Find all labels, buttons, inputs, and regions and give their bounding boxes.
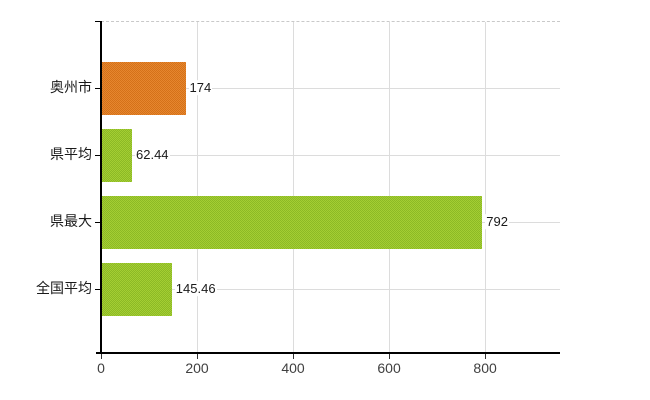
y-axis-tick [95, 88, 101, 89]
gridline-vertical [197, 22, 199, 353]
x-tick-label: 400 [281, 360, 305, 376]
x-tick-label: 200 [185, 360, 209, 376]
value-label: 62.44 [135, 147, 170, 163]
x-axis-line [96, 352, 560, 354]
value-label: 145.46 [174, 281, 217, 297]
x-axis-tick [293, 354, 295, 359]
y-axis-tick [95, 155, 101, 156]
y-axis-tick [95, 222, 101, 223]
gridline-vertical [293, 22, 295, 353]
value-label: 174 [188, 80, 213, 96]
y-axis-tick [95, 21, 101, 22]
x-tick-label: 600 [377, 360, 401, 376]
gridline-horizontal [101, 88, 560, 89]
y-axis-line [100, 21, 102, 353]
plot-top-border [101, 21, 560, 22]
chart-bar-2[interactable] [102, 128, 132, 182]
x-axis-tick [389, 354, 391, 359]
category-label: 奥州市 [50, 79, 92, 96]
category-label: 県最大 [50, 213, 92, 230]
gridline-vertical [485, 22, 487, 353]
value-label: 792 [485, 214, 509, 230]
x-axis-tick [485, 354, 487, 359]
chart-bar-3[interactable] [102, 195, 483, 249]
x-axis-tick [197, 354, 199, 359]
x-tick-label: 800 [473, 360, 497, 376]
y-axis-tick [95, 289, 101, 290]
gridline-vertical [389, 22, 391, 353]
gridline-horizontal [101, 289, 560, 290]
x-tick-label: 0 [97, 360, 105, 376]
x-axis-tick [101, 354, 102, 359]
category-label: 全国平均 [36, 280, 92, 297]
chart-bar-4[interactable] [102, 262, 172, 316]
category-label: 県平均 [50, 146, 92, 163]
gridline-horizontal [101, 155, 560, 156]
chart-bar-1[interactable] [102, 61, 186, 115]
